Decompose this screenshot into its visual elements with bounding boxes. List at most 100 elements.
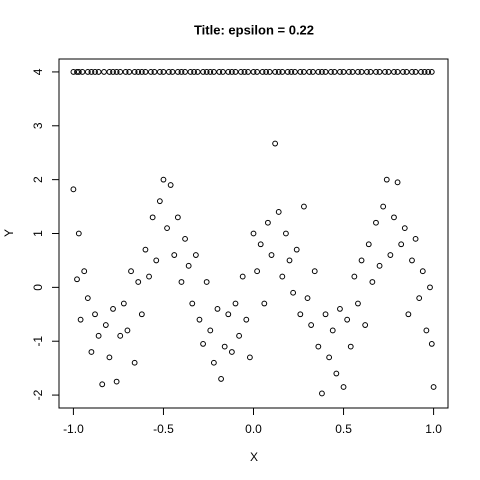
point [409, 69, 415, 75]
point [403, 69, 410, 75]
point [110, 69, 116, 75]
point [79, 69, 86, 75]
point [122, 69, 129, 75]
point [135, 279, 142, 285]
chart-title: Title: epsilon = 0.22 [194, 22, 314, 37]
point [365, 241, 372, 248]
point [376, 69, 383, 75]
point [263, 69, 270, 75]
point [194, 69, 201, 75]
point [106, 69, 113, 75]
point [423, 327, 430, 334]
point [232, 69, 239, 75]
point [228, 69, 235, 75]
point [322, 311, 329, 318]
point [174, 214, 181, 221]
point [167, 182, 174, 188]
point [349, 69, 356, 75]
point [187, 69, 194, 75]
point [77, 316, 84, 323]
point [250, 230, 257, 237]
point [178, 69, 185, 75]
point [364, 69, 370, 75]
point [268, 252, 275, 258]
point [210, 359, 217, 366]
point [340, 384, 347, 390]
point [376, 262, 383, 269]
point [156, 69, 163, 75]
point [344, 316, 351, 323]
point [387, 252, 394, 258]
point [308, 322, 315, 328]
point [117, 332, 124, 339]
point [306, 69, 313, 75]
point [182, 69, 188, 75]
point [203, 279, 210, 285]
point [430, 384, 437, 390]
point [259, 69, 266, 75]
point [84, 69, 91, 75]
point [207, 69, 214, 75]
point [279, 69, 286, 75]
point [106, 354, 113, 361]
point [210, 69, 217, 75]
point [160, 176, 167, 183]
point [293, 246, 300, 253]
point [322, 69, 329, 75]
point [232, 300, 239, 307]
point [101, 69, 107, 75]
point [315, 69, 322, 75]
point [401, 225, 408, 232]
point [286, 257, 293, 264]
point [358, 257, 365, 264]
point [246, 354, 253, 361]
point [237, 69, 244, 75]
y-tick-label: 0 [31, 284, 45, 291]
point [292, 69, 298, 75]
point [169, 69, 176, 75]
point [326, 354, 333, 361]
point [147, 69, 154, 75]
point [113, 378, 120, 385]
point [337, 69, 343, 75]
point [149, 214, 156, 221]
point [337, 306, 343, 312]
point [219, 69, 226, 75]
point [409, 257, 415, 264]
x-tick-label: -1.0 [63, 422, 84, 436]
y-tick-label: -1 [31, 336, 45, 347]
point [346, 69, 352, 75]
point [138, 311, 145, 318]
point [75, 69, 82, 75]
point [126, 69, 133, 75]
point [369, 279, 376, 285]
point [70, 69, 77, 75]
point [373, 69, 379, 75]
point [254, 268, 261, 275]
point [405, 311, 412, 318]
point [373, 219, 379, 226]
point [394, 69, 401, 75]
point [340, 69, 347, 75]
point [171, 252, 178, 258]
point [81, 268, 88, 275]
point [164, 225, 170, 232]
point [391, 214, 397, 221]
point [304, 295, 311, 302]
y-tick-label: 3 [31, 122, 45, 129]
point [311, 268, 318, 275]
point [207, 327, 214, 334]
point [347, 343, 354, 350]
point [200, 69, 206, 75]
point [400, 69, 406, 75]
x-tick-label: 1.0 [425, 422, 442, 436]
point [319, 69, 325, 75]
point [412, 235, 419, 242]
point [333, 370, 340, 377]
point [128, 268, 134, 275]
point [196, 316, 203, 323]
point [156, 198, 163, 205]
point [191, 69, 197, 75]
point [275, 69, 282, 75]
point [355, 300, 361, 307]
